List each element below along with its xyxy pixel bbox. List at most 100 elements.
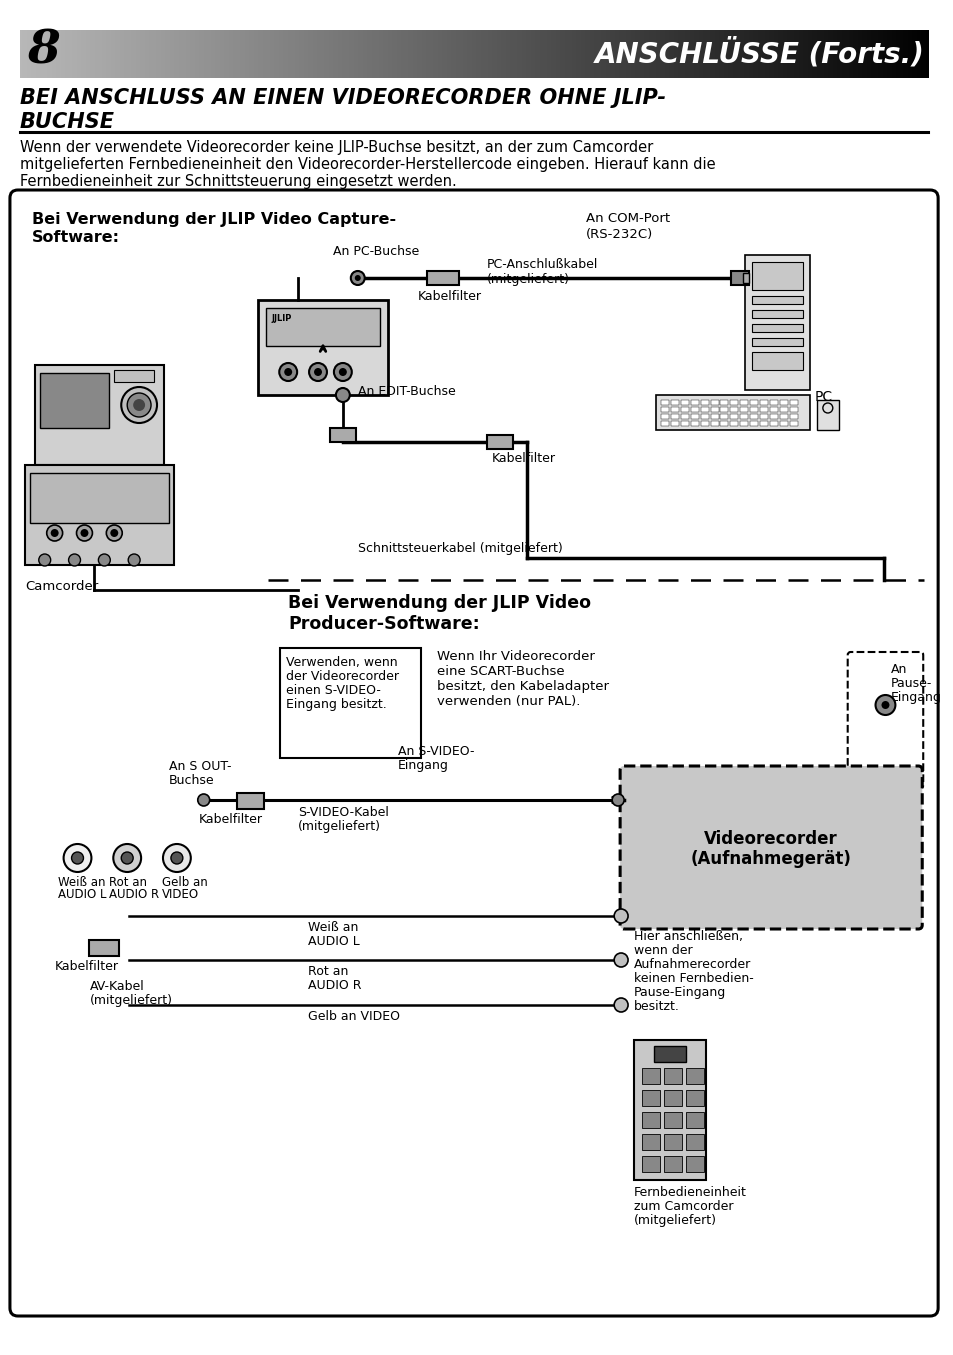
Bar bbox=[571, 30, 574, 79]
Bar bbox=[653, 1046, 685, 1062]
Circle shape bbox=[171, 852, 183, 864]
Bar bbox=[814, 30, 817, 79]
Bar bbox=[378, 30, 381, 79]
Bar bbox=[480, 30, 483, 79]
Bar bbox=[91, 30, 93, 79]
Circle shape bbox=[128, 554, 140, 566]
Bar bbox=[685, 1134, 703, 1150]
Bar bbox=[106, 30, 109, 79]
Circle shape bbox=[127, 393, 151, 417]
Bar bbox=[442, 30, 444, 79]
Bar bbox=[702, 30, 705, 79]
Bar bbox=[211, 30, 213, 79]
Bar bbox=[233, 30, 235, 79]
Text: An PC-Buchse: An PC-Buchse bbox=[333, 245, 418, 257]
Bar bbox=[408, 30, 411, 79]
Bar bbox=[794, 30, 796, 79]
Bar bbox=[335, 30, 338, 79]
Bar bbox=[740, 406, 747, 412]
Bar bbox=[700, 30, 703, 79]
Bar bbox=[589, 30, 592, 79]
Bar bbox=[258, 299, 387, 396]
Bar bbox=[682, 30, 685, 79]
Bar bbox=[663, 1156, 681, 1172]
Text: (Aufnahmegerät): (Aufnahmegerät) bbox=[690, 850, 851, 869]
Bar bbox=[660, 415, 668, 419]
Bar bbox=[446, 30, 449, 79]
Bar bbox=[641, 1156, 659, 1172]
Bar bbox=[25, 30, 27, 79]
Bar bbox=[634, 1041, 705, 1180]
Bar bbox=[748, 30, 751, 79]
Bar bbox=[486, 435, 513, 449]
Bar bbox=[188, 30, 191, 79]
Bar bbox=[22, 30, 25, 79]
Text: keinen Fernbedien-: keinen Fernbedien- bbox=[634, 972, 753, 985]
Bar bbox=[469, 30, 472, 79]
Bar bbox=[127, 30, 130, 79]
Bar bbox=[367, 30, 370, 79]
Bar bbox=[56, 30, 59, 79]
Bar bbox=[658, 30, 660, 79]
Circle shape bbox=[338, 369, 347, 375]
Bar bbox=[878, 30, 880, 79]
Bar bbox=[696, 30, 699, 79]
Bar bbox=[730, 421, 738, 425]
Text: der Videorecorder: der Videorecorder bbox=[286, 669, 398, 683]
Bar bbox=[283, 30, 286, 79]
Bar bbox=[280, 648, 421, 757]
Bar bbox=[97, 30, 100, 79]
Bar bbox=[165, 30, 168, 79]
Text: einen S-VIDEO-: einen S-VIDEO- bbox=[286, 684, 380, 696]
Bar bbox=[680, 406, 688, 412]
Text: Schnittsteuerkabel (mitgeliefert): Schnittsteuerkabel (mitgeliefert) bbox=[357, 542, 562, 556]
Bar bbox=[20, 30, 23, 79]
Bar bbox=[111, 30, 113, 79]
Bar bbox=[873, 30, 876, 79]
Bar bbox=[749, 421, 758, 425]
Circle shape bbox=[875, 695, 895, 715]
Bar bbox=[285, 30, 288, 79]
Circle shape bbox=[80, 528, 89, 537]
Bar bbox=[641, 1068, 659, 1084]
Text: AV-Kabel: AV-Kabel bbox=[90, 980, 144, 993]
Bar bbox=[265, 30, 268, 79]
Bar bbox=[435, 30, 437, 79]
Text: Videorecorder: Videorecorder bbox=[703, 831, 837, 848]
Bar bbox=[855, 30, 858, 79]
Text: PC: PC bbox=[814, 390, 832, 404]
Bar bbox=[643, 30, 646, 79]
Bar bbox=[600, 30, 603, 79]
Bar bbox=[671, 30, 674, 79]
Text: Bei Verwendung der JLIP Video Capture-: Bei Verwendung der JLIP Video Capture- bbox=[31, 211, 395, 228]
Circle shape bbox=[612, 794, 623, 806]
Circle shape bbox=[98, 554, 111, 566]
Bar bbox=[720, 421, 728, 425]
Bar bbox=[825, 30, 828, 79]
Bar bbox=[215, 30, 217, 79]
Text: S-VIDEO-Kabel: S-VIDEO-Kabel bbox=[298, 806, 389, 818]
Bar bbox=[135, 30, 138, 79]
Bar bbox=[176, 30, 179, 79]
Bar bbox=[403, 30, 406, 79]
Bar bbox=[498, 30, 501, 79]
Bar bbox=[816, 30, 819, 79]
Circle shape bbox=[279, 363, 296, 381]
Bar bbox=[467, 30, 470, 79]
Bar bbox=[405, 30, 408, 79]
Bar bbox=[880, 30, 882, 79]
Bar bbox=[750, 30, 753, 79]
Bar bbox=[138, 30, 141, 79]
Bar bbox=[431, 30, 434, 79]
Text: Eingang: Eingang bbox=[889, 691, 941, 705]
Bar bbox=[670, 400, 678, 405]
Bar bbox=[819, 30, 821, 79]
Bar bbox=[339, 30, 342, 79]
Bar bbox=[331, 30, 334, 79]
Bar bbox=[490, 30, 492, 79]
Text: Fernbedieneinheit: Fernbedieneinheit bbox=[634, 1186, 746, 1199]
Bar bbox=[839, 30, 841, 79]
Bar bbox=[351, 30, 354, 79]
Bar bbox=[707, 30, 710, 79]
Bar bbox=[780, 421, 787, 425]
